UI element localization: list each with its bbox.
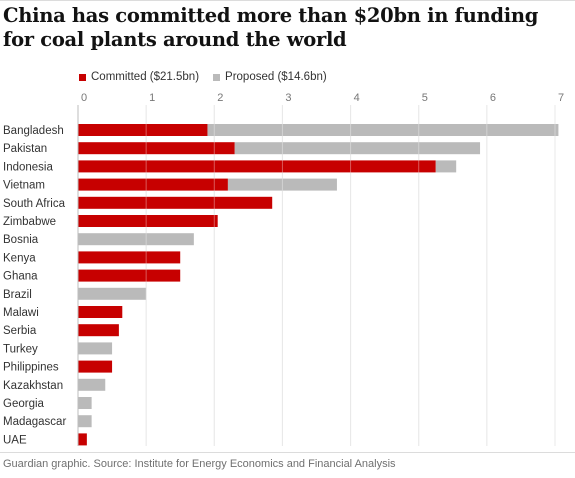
chart-title: China has committed more than $20bn in f… bbox=[3, 4, 539, 51]
category-label-16: Madagascar bbox=[3, 416, 66, 428]
bar-committed-7 bbox=[78, 251, 181, 264]
legend-label-committed: Committed ($21.5bn) bbox=[91, 71, 200, 83]
category-label-0: Bangladesh bbox=[3, 125, 64, 137]
x-tick-label-0: 0 bbox=[81, 92, 87, 104]
bar-chart: 0 1 2 3 4 5 6 7 Bangladesh Pakistan Indonesia Vietn… bbox=[3, 92, 564, 446]
bar-committed-13 bbox=[78, 360, 113, 373]
category-label-17: UAE bbox=[3, 434, 27, 446]
category-label-13: Philippines bbox=[3, 362, 59, 374]
bar-proposed-1 bbox=[234, 142, 481, 155]
category-label-8: Ghana bbox=[3, 271, 38, 283]
category-label-4: South Africa bbox=[3, 198, 66, 210]
category-label-15: Georgia bbox=[3, 398, 45, 410]
legend-item-committed: Committed ($21.5bn) bbox=[79, 71, 199, 83]
x-tick-label-7: 7 bbox=[558, 92, 564, 104]
bar-committed-11 bbox=[78, 324, 119, 337]
category-label-7: Kenya bbox=[3, 252, 36, 264]
category-label-9: Brazil bbox=[3, 289, 32, 301]
category-label-12: Turkey bbox=[3, 343, 38, 355]
category-label-11: Serbia bbox=[3, 325, 37, 337]
bar-committed-3 bbox=[78, 178, 228, 191]
category-label-5: Zimbabwe bbox=[3, 216, 56, 228]
bar-proposed-6 bbox=[78, 233, 194, 246]
x-tick-label-3: 3 bbox=[285, 92, 291, 104]
x-tick-label-4: 4 bbox=[354, 92, 360, 104]
bar-proposed-0 bbox=[207, 124, 559, 136]
category-label-3: Vietnam bbox=[3, 180, 45, 192]
category-label-6: Bosnia bbox=[3, 234, 39, 246]
bottom-rule bbox=[0, 452, 575, 453]
bar-committed-2 bbox=[78, 160, 436, 173]
x-tick-label-5: 5 bbox=[422, 92, 428, 104]
category-label-14: Kazakhstan bbox=[3, 380, 63, 392]
bar-proposed-16 bbox=[78, 415, 92, 428]
legend-item-proposed: Proposed ($14.6bn) bbox=[213, 71, 327, 83]
bar-committed-10 bbox=[78, 306, 123, 318]
top-rule bbox=[0, 0, 575, 1]
category-label-1: Pakistan bbox=[3, 143, 47, 155]
legend: Committed ($21.5bn) Proposed ($14.6bn) bbox=[79, 70, 341, 84]
source-note: Guardian graphic. Source: Institute for … bbox=[3, 458, 396, 470]
bar-committed-5 bbox=[78, 215, 218, 227]
legend-label-proposed: Proposed ($14.6bn) bbox=[225, 71, 327, 83]
bar-committed-8 bbox=[78, 269, 181, 282]
bar-committed-1 bbox=[78, 142, 235, 155]
bar-proposed-3 bbox=[227, 178, 337, 191]
x-tick-label-1: 1 bbox=[149, 92, 155, 104]
legend-swatch-proposed bbox=[213, 73, 221, 81]
bar-proposed-12 bbox=[78, 342, 113, 355]
bar-proposed-2 bbox=[435, 160, 457, 173]
bar-committed-17 bbox=[78, 433, 87, 446]
x-tick-label-2: 2 bbox=[217, 92, 223, 104]
bar-committed-0 bbox=[78, 124, 208, 136]
legend-swatch-committed bbox=[79, 73, 86, 81]
category-label-10: Malawi bbox=[3, 307, 39, 319]
bar-proposed-15 bbox=[78, 397, 92, 409]
category-label-2: Indonesia bbox=[3, 161, 53, 173]
x-tick-label-6: 6 bbox=[490, 92, 496, 104]
bar-proposed-9 bbox=[78, 287, 147, 300]
bar-committed-4 bbox=[78, 196, 273, 209]
bar-proposed-14 bbox=[78, 378, 106, 391]
